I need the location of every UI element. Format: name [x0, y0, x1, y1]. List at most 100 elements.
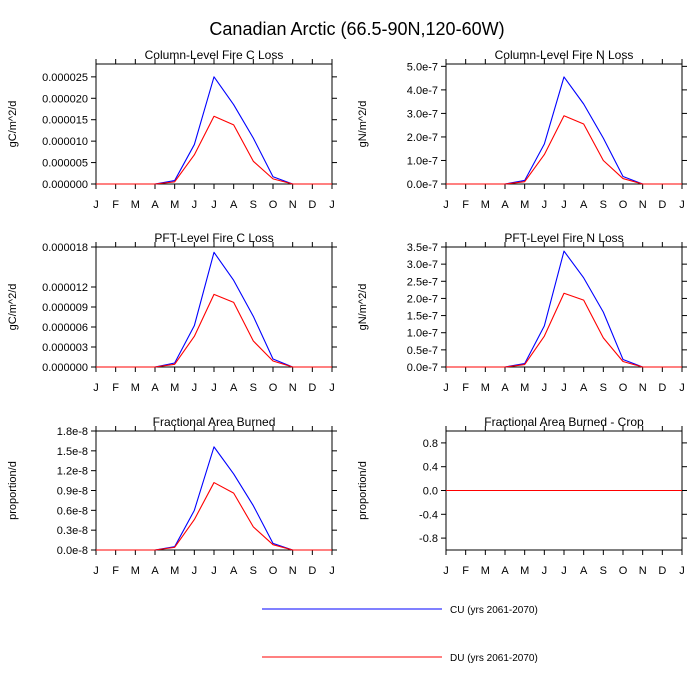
x-tick-label: N	[639, 199, 647, 211]
panel-title: PFT-Level Fire N Loss	[504, 231, 623, 245]
y-axis-label: proportion/d	[7, 461, 19, 520]
x-tick-label: F	[462, 382, 469, 394]
x-tick-label: M	[481, 382, 490, 394]
series-line-du	[96, 115, 332, 185]
x-tick-label: M	[520, 565, 529, 577]
x-tick-label: M	[170, 565, 179, 577]
x-tick-label: J	[542, 382, 548, 394]
x-tick-label: A	[501, 199, 509, 211]
y-tick-label: 0.8	[423, 438, 438, 450]
x-tick-label: J	[443, 199, 449, 211]
series-line-cu	[96, 251, 332, 368]
x-tick-label: D	[308, 382, 316, 394]
x-tick-label: A	[580, 382, 588, 394]
y-tick-label: 0.4	[423, 462, 438, 474]
x-tick-label: J	[561, 382, 567, 394]
y-tick-label: 0.9e-8	[57, 486, 88, 498]
x-tick-label: O	[269, 565, 278, 577]
x-tick-label: D	[658, 565, 666, 577]
x-tick-label: J	[561, 565, 567, 577]
x-tick-label: O	[619, 382, 628, 394]
y-tick-label: 0.3e-8	[57, 525, 88, 537]
x-tick-label: D	[308, 565, 316, 577]
y-tick-label: 3.5e-7	[407, 242, 438, 254]
legend: CU (yrs 2061-2070) DU (yrs 2061-2070)	[262, 605, 538, 664]
x-tick-label: J	[542, 565, 548, 577]
x-tick-label: J	[93, 199, 99, 211]
x-tick-label: F	[112, 382, 119, 394]
y-tick-label: 0.000012	[42, 282, 88, 294]
x-tick-label: J	[561, 199, 567, 211]
panel-title: Column-Level Fire C Loss	[145, 48, 284, 62]
y-tick-label: 1.5e-7	[407, 311, 438, 323]
y-tick-label: 4.0e-7	[407, 85, 438, 97]
y-tick-label: 1.0e-7	[407, 155, 438, 167]
panel-title: Fractional Area Burned	[153, 415, 276, 429]
x-tick-label: J	[679, 565, 685, 577]
x-tick-label: A	[230, 199, 238, 211]
y-tick-label: 1.0e-7	[407, 328, 438, 340]
x-tick-label: N	[289, 382, 297, 394]
series-line-du	[446, 115, 682, 185]
x-tick-label: F	[462, 565, 469, 577]
figure-title: Canadian Arctic (66.5-90N,120-60W)	[209, 19, 504, 39]
x-tick-label: N	[289, 565, 297, 577]
x-tick-label: J	[443, 382, 449, 394]
y-tick-label: 2.5e-7	[407, 276, 438, 288]
y-tick-label: 0.000020	[42, 93, 88, 105]
x-tick-label: S	[250, 382, 257, 394]
x-tick-label: F	[112, 199, 119, 211]
x-tick-label: M	[170, 199, 179, 211]
y-tick-label: 0.000006	[42, 322, 88, 334]
x-tick-label: M	[520, 382, 529, 394]
y-axis-label: gC/m^2/d	[7, 101, 19, 148]
y-tick-label: 0.0	[423, 486, 438, 498]
y-tick-label: 2.0e-7	[407, 293, 438, 305]
x-tick-label: F	[112, 565, 119, 577]
y-tick-label: 0.6e-8	[57, 505, 88, 517]
y-tick-label: 0.0e-8	[57, 545, 88, 557]
plot-frame	[95, 430, 333, 551]
y-tick-label: 1.8e-8	[57, 426, 88, 438]
y-tick-label: 0.000015	[42, 115, 88, 127]
x-tick-label: J	[329, 382, 335, 394]
y-tick-label: 0.000010	[42, 136, 88, 148]
y-tick-label: 0.000000	[42, 179, 88, 191]
y-axis-label: gN/m^2/d	[357, 101, 369, 148]
x-tick-label: J	[329, 199, 335, 211]
y-axis-label: gN/m^2/d	[357, 284, 369, 331]
x-tick-label: J	[93, 565, 99, 577]
x-tick-label: A	[230, 382, 238, 394]
y-tick-label: 1.5e-8	[57, 446, 88, 458]
x-tick-label: A	[501, 565, 509, 577]
y-tick-label: 1.2e-8	[57, 466, 88, 478]
y-tick-label: 0.000000	[42, 362, 88, 374]
y-tick-label: 0.000009	[42, 302, 88, 314]
x-tick-label: A	[151, 565, 159, 577]
panel-title: Fractional Area Burned - Crop	[484, 415, 644, 429]
series-line-du	[96, 293, 332, 368]
series-line-du	[446, 292, 682, 368]
plot-frame	[445, 63, 683, 185]
x-tick-label: A	[151, 382, 159, 394]
x-tick-label: J	[211, 565, 217, 577]
x-tick-label: S	[250, 565, 257, 577]
series-line-cu	[96, 76, 332, 185]
x-tick-label: O	[619, 199, 628, 211]
x-tick-label: J	[211, 382, 217, 394]
y-axis-label: proportion/d	[357, 461, 369, 520]
y-axis-label: gC/m^2/d	[7, 284, 19, 331]
series-line-du	[96, 482, 332, 551]
x-tick-label: M	[520, 199, 529, 211]
x-tick-label: J	[679, 199, 685, 211]
x-tick-label: D	[658, 199, 666, 211]
series-line-cu	[446, 76, 682, 185]
x-tick-label: M	[131, 565, 140, 577]
